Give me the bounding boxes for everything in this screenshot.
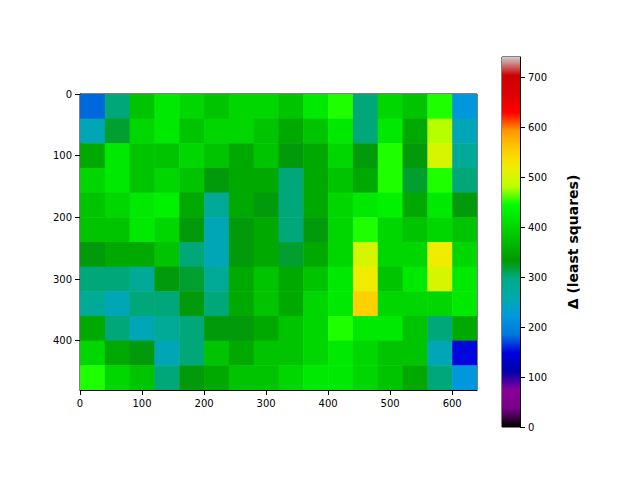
svg-text:200: 200: [528, 322, 547, 333]
svg-text:200: 200: [53, 212, 72, 223]
svg-text:Δ (least squares): Δ (least squares): [565, 175, 581, 310]
svg-text:400: 400: [53, 335, 72, 346]
svg-text:600: 600: [443, 398, 462, 409]
svg-text:500: 500: [528, 172, 547, 183]
svg-text:0: 0: [66, 89, 72, 100]
svg-text:300: 300: [528, 272, 547, 283]
svg-text:300: 300: [257, 398, 276, 409]
svg-text:300: 300: [53, 274, 72, 285]
svg-text:100: 100: [528, 372, 547, 383]
svg-text:100: 100: [53, 150, 72, 161]
svg-text:100: 100: [132, 398, 151, 409]
svg-text:400: 400: [528, 222, 547, 233]
svg-text:400: 400: [319, 398, 338, 409]
svg-text:600: 600: [528, 122, 547, 133]
svg-text:0: 0: [528, 422, 534, 433]
svg-text:500: 500: [381, 398, 400, 409]
svg-text:200: 200: [195, 398, 214, 409]
svg-text:0: 0: [77, 398, 83, 409]
svg-text:700: 700: [528, 72, 547, 83]
